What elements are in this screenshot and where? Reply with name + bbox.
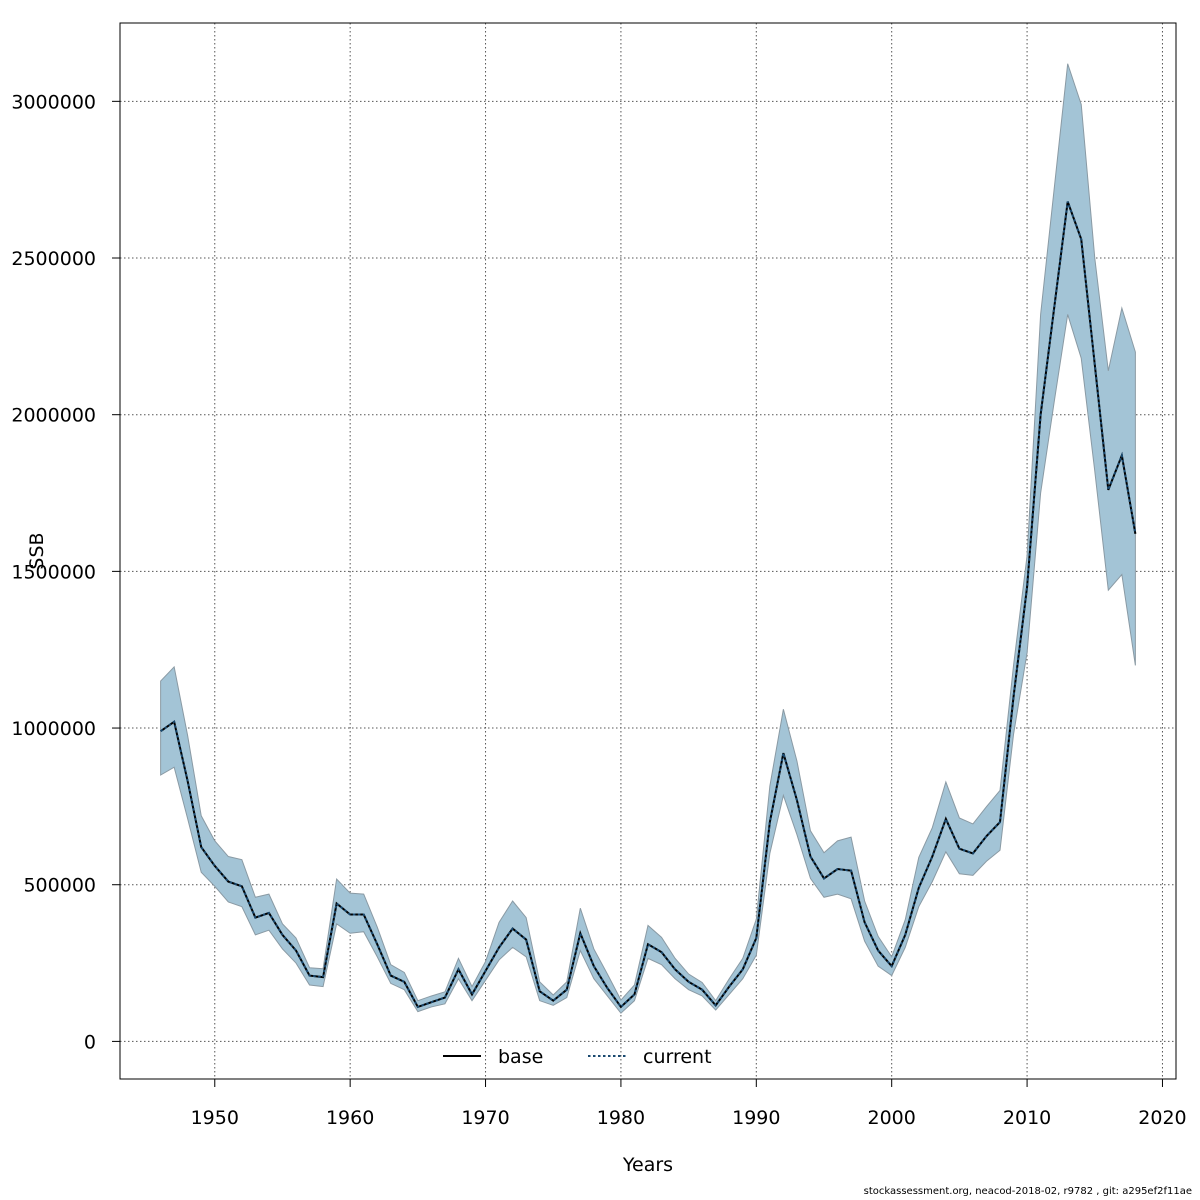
x-tick-label: 1960 (326, 1107, 374, 1129)
y-tick-label: 2000000 (11, 405, 96, 427)
legend-current-label: current (643, 1046, 712, 1068)
y-tick-label: 1500000 (11, 561, 96, 583)
y-axis-title: SSB (26, 532, 48, 569)
series-line-base (160, 201, 1137, 1009)
legend: base current (443, 1046, 712, 1068)
y-axis: 0 500000 1000000 1500000 2000000 2500000 30000… (11, 91, 121, 1053)
legend-base-label: base (498, 1046, 543, 1068)
x-tick-label: 1980 (597, 1107, 645, 1129)
x-axis: 1950 1960 1970 1980 1990 2000 2010 2020 (191, 1078, 1187, 1129)
x-tick-label: 2010 (1003, 1107, 1051, 1129)
series-line-current (160, 201, 1137, 1009)
x-tick-label: 2020 (1138, 1107, 1186, 1129)
series-lines-layer (160, 201, 1137, 1009)
y-tick-label: 3000000 (11, 91, 96, 113)
footer-credit: stockassessment.org, neacod-2018-02, r97… (863, 1186, 1192, 1197)
x-tick-label: 1950 (191, 1107, 239, 1129)
y-tick-label: 2500000 (11, 248, 96, 270)
x-tick-label: 1990 (732, 1107, 780, 1129)
y-tick-label: 0 (84, 1031, 96, 1053)
x-axis-title: Years (622, 1154, 673, 1176)
x-tick-label: 2000 (868, 1107, 916, 1129)
confidence-band-layer (160, 63, 1136, 1014)
grid-lines (120, 23, 1176, 1079)
x-tick-label: 1970 (461, 1107, 509, 1129)
y-tick-label: 500000 (23, 875, 96, 897)
y-tick-label: 1000000 (11, 718, 96, 740)
confidence-band (160, 63, 1136, 1014)
